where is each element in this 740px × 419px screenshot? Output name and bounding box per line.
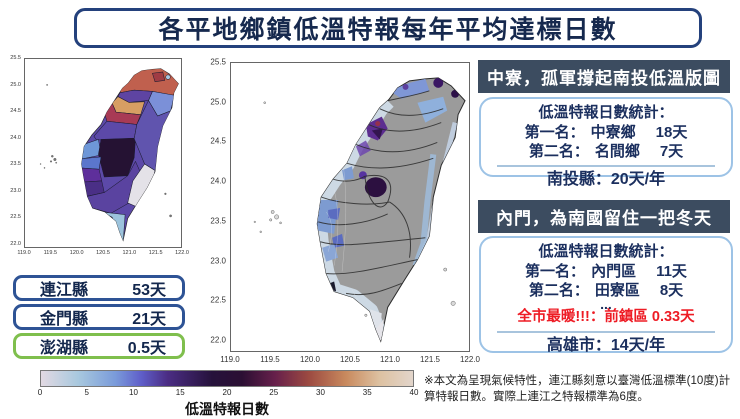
taiwan-county-choropleth — [39, 68, 179, 242]
township-map-y-axis: 25.5 25.0 24.5 24.0 23.5 23.0 22.5 22.0 — [204, 58, 228, 345]
x-tick-label: 122.0 — [175, 250, 189, 256]
kaohsiung-info-box: 低溫特報日數統計： 第一名： 內門區 11天 第二名： 田寮區 8天 ... 全… — [479, 236, 733, 354]
colorbar: 0 5 10 15 20 25 30 35 40 低溫特報日數 — [37, 370, 419, 419]
nantou-info-box: 低溫特報日數統計： 第一名： 中寮鄉 18天 第二名： 名間鄉 7天 南投縣：2… — [479, 97, 733, 188]
days-value: 18天 — [655, 123, 688, 141]
kaohsiung-header-band: 內門，為南國留住一把冬天 — [478, 200, 730, 233]
days-value: 8天 — [659, 282, 684, 299]
colorbar-tick-label: 25 — [269, 388, 279, 397]
place-name: 田寮區 — [594, 282, 640, 299]
stat-box-penghu: 澎湖縣 0.5天 — [13, 333, 185, 359]
county-map-plot: 25.5 25.0 24.5 24.0 23.5 23.0 22.5 22.0 — [8, 55, 189, 258]
stat-box-kinmen: 金門縣 21天 — [13, 304, 185, 330]
y-tick-label: 25.5 — [10, 55, 21, 61]
rank-label: 第二名： — [528, 143, 589, 160]
x-tick-label: 119.5 — [43, 250, 58, 256]
rank-label: 第一名： — [524, 123, 585, 141]
stat-value: 21天 — [132, 311, 166, 328]
outlying-islands — [253, 101, 456, 317]
stat-label: 金門縣 — [40, 311, 89, 328]
colorbar-tick-label: 15 — [175, 388, 185, 397]
x-tick-label: 119.5 — [260, 355, 280, 364]
y-tick-label: 23.5 — [10, 161, 21, 168]
y-tick-label: 25.0 — [10, 81, 21, 88]
x-tick-label: 121.5 — [419, 355, 440, 364]
rank-row: 第二名： 田寮區 8天 — [485, 281, 727, 301]
y-tick-label: 23.5 — [210, 216, 226, 226]
county-map-x-axis: 119.0 119.5 120.0 120.5 121.0 121.5 122.… — [17, 250, 189, 258]
footnote: ※本文為呈現氣候特性，連江縣刻意以臺灣低溫標準(10度)計算特報日數。實際上連江… — [424, 375, 731, 404]
x-tick-label: 121.0 — [122, 250, 137, 256]
x-tick-label: 120.5 — [96, 250, 110, 256]
colorbar-tick-label: 35 — [362, 388, 372, 397]
ellipsis: ... — [600, 295, 612, 312]
nantou-header-band: 中寮，孤軍撐起南投低溫版圖 — [478, 60, 730, 93]
y-tick-label: 24.5 — [210, 136, 226, 146]
colorbar-tick-label: 10 — [129, 388, 138, 397]
y-tick-label: 24.0 — [210, 176, 226, 186]
y-tick-label: 25.0 — [210, 97, 226, 107]
x-tick-label: 120.0 — [299, 355, 320, 364]
county-map-canvas — [24, 58, 182, 248]
county-map-y-axis: 25.5 25.0 24.5 24.0 23.5 23.0 22.5 22.0 — [8, 55, 23, 247]
x-tick-label: 121.0 — [379, 355, 401, 364]
y-tick-label: 22.5 — [210, 295, 226, 305]
rank-row: 第一名： 內門區 11天 — [485, 262, 727, 282]
x-tick-label: 121.5 — [148, 250, 163, 256]
x-tick-label: 120.0 — [69, 250, 84, 256]
stat-value: 53天 — [132, 282, 166, 299]
colorbar-tick-label: 5 — [84, 388, 89, 397]
colorbar-label: 低溫特報日數 — [185, 401, 269, 417]
stat-value: 0.5天 — [127, 340, 166, 357]
rank-label: 第一名： — [525, 262, 586, 280]
rank-row: 第一名： 中寮鄉 18天 — [485, 123, 727, 143]
y-tick-label: 24.5 — [10, 108, 21, 115]
county-summary: 南投縣：20天/年 — [546, 170, 666, 188]
y-tick-label: 25.5 — [210, 57, 226, 67]
place-name: 中寮鄉 — [590, 123, 636, 141]
township-map-plot: 25.5 25.0 24.5 24.0 23.5 23.0 22.5 22.0 — [204, 56, 480, 370]
stat-label: 連江縣 — [40, 282, 89, 299]
stats-title: 低溫特報日數統計： — [538, 243, 674, 260]
place-name: 名間鄉 — [594, 143, 640, 160]
y-tick-label: 22.0 — [10, 241, 21, 247]
colorbar-tick-label: 20 — [222, 388, 232, 397]
x-tick-label: 119.0 — [220, 355, 240, 364]
stat-box-lienchiang: 連江縣 53天 — [13, 275, 185, 301]
y-tick-label: 24.0 — [10, 134, 21, 141]
colorbar-gradient — [40, 370, 414, 387]
island-county-stats: 連江縣 53天 金門縣 21天 澎湖縣 0.5天 — [13, 275, 185, 359]
rank-label: 第二名： — [528, 282, 589, 299]
divider — [497, 330, 715, 333]
colorbar-ticks: 0 5 10 15 20 25 30 35 40 — [37, 388, 419, 399]
y-tick-label: 22.5 — [10, 214, 21, 221]
title-box: 各平地鄉鎮低溫特報每年平均達標日數 — [74, 8, 702, 48]
x-tick-label: 119.0 — [17, 250, 31, 256]
colorbar-tick-label: 0 — [37, 388, 43, 397]
place-name: 內門區 — [591, 262, 637, 280]
divider — [497, 164, 715, 167]
x-tick-label: 120.5 — [339, 355, 361, 364]
taiwan-township-choropleth — [253, 77, 466, 343]
city-summary: 高雄市：14天/年 — [546, 336, 666, 354]
y-tick-label: 23.0 — [10, 187, 21, 194]
days-value: 7天 — [659, 143, 684, 160]
y-tick-label: 23.0 — [210, 256, 226, 266]
y-tick-label: 22.0 — [210, 335, 226, 345]
warmest-district-note: 全市最暖!!!：前鎮區 0.33天 — [517, 309, 695, 326]
colorbar-tick-label: 40 — [409, 388, 419, 397]
colorbar-tick-label: 30 — [316, 388, 325, 397]
stat-label: 澎湖縣 — [40, 340, 89, 357]
days-value: 11天 — [656, 262, 687, 280]
x-tick-label: 122.0 — [459, 355, 481, 364]
township-map-x-axis: 119.0 119.5 120.0 120.5 121.0 121.5 122.… — [220, 355, 480, 366]
outlying-islands — [39, 84, 172, 218]
right-panel: 中寮，孤軍撐起南投低溫版圖 低溫特報日數統計： 第一名： 中寮鄉 18天 第二名… — [478, 60, 736, 360]
page-title: 各平地鄉鎮低溫特報每年平均達標日數 — [158, 16, 618, 44]
stats-title: 低溫特報日數統計： — [538, 104, 674, 121]
township-map-canvas — [230, 62, 470, 352]
rank-row: 第二名： 名間鄉 7天 — [485, 142, 727, 162]
